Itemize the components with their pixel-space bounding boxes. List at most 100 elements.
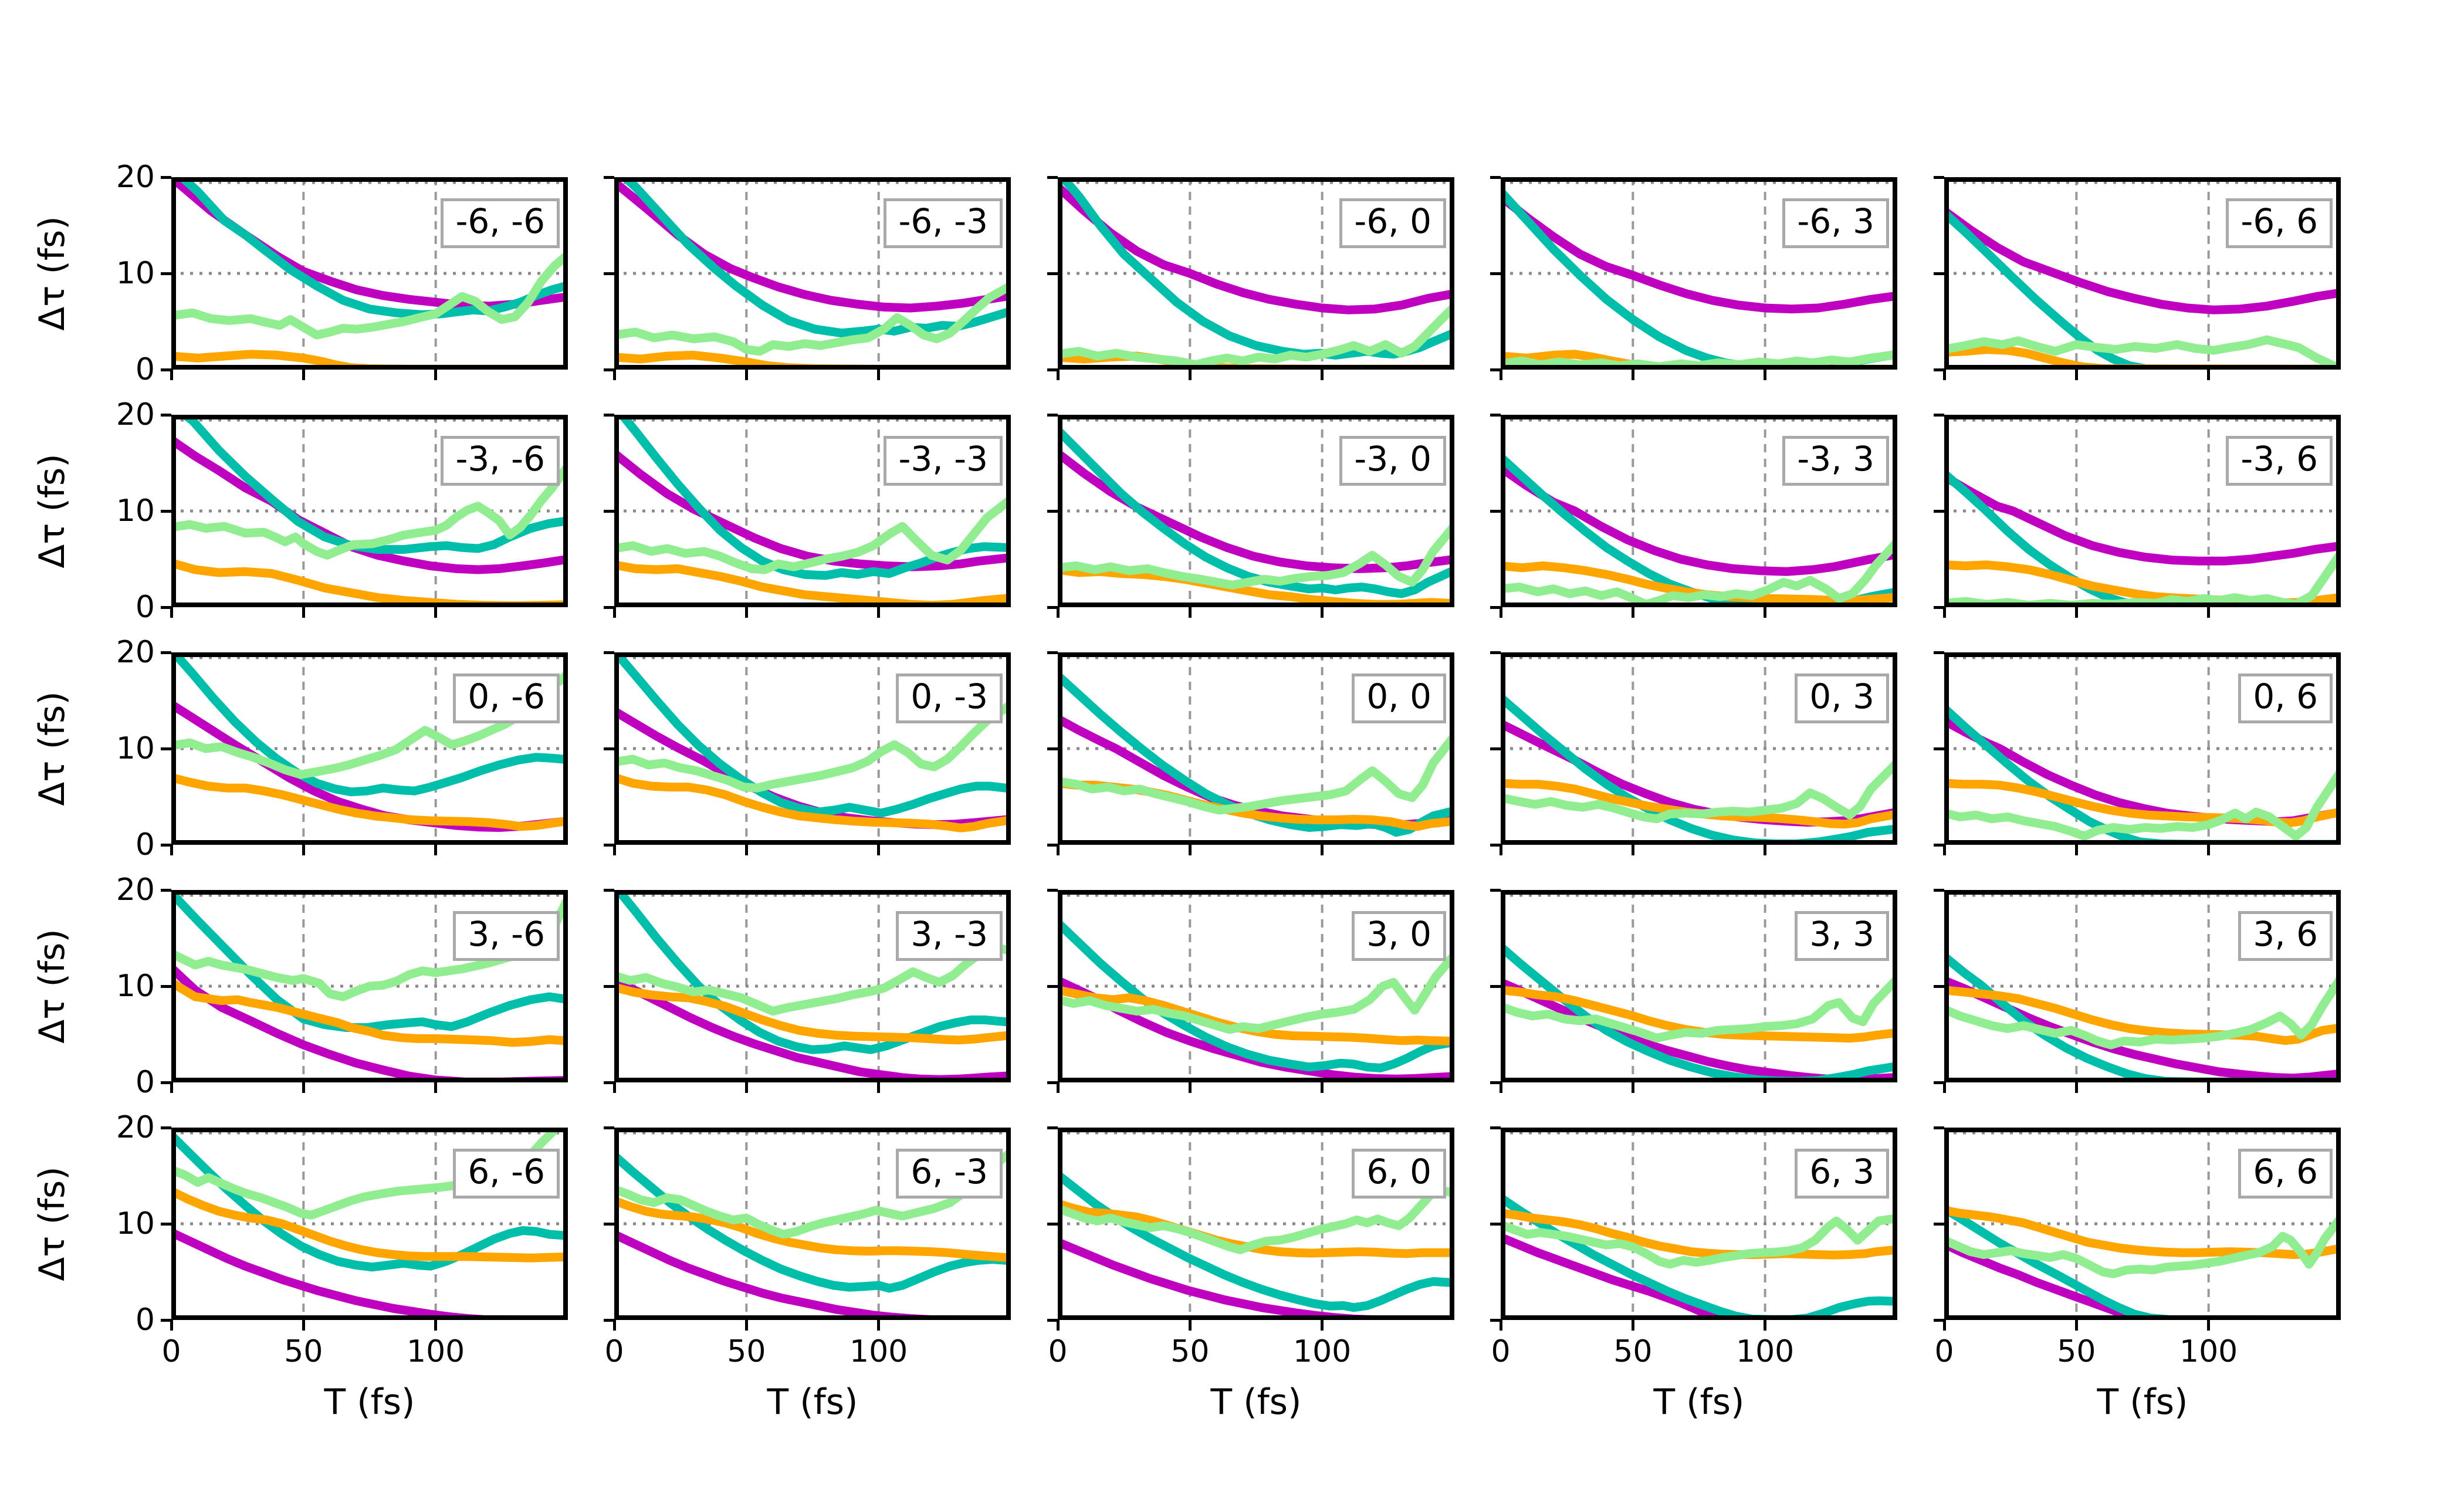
subplot-r2-c1: 0, -3 (604, 651, 1011, 855)
ytick-label: 20 (116, 1110, 155, 1145)
line-orange (614, 773, 1011, 832)
subplot-r2-c3: 0, 3 (1490, 651, 1897, 855)
xtick-label: 50 (284, 1334, 323, 1369)
ytick-mark (1490, 413, 1501, 417)
ytick-mark (604, 984, 614, 988)
line-teal (618, 177, 1011, 338)
xtick-label: 50 (2057, 1334, 2096, 1369)
ytick-mark (1047, 651, 1058, 654)
line-green (1058, 729, 1454, 815)
axes-spines (1944, 415, 2341, 607)
ytick-mark (1047, 272, 1058, 275)
xtick-mark (877, 607, 881, 618)
line-orange (171, 773, 568, 831)
line-green (614, 493, 1011, 574)
xtick-mark (1188, 370, 1192, 380)
subplot-r1-c1: -3, -3 (604, 413, 1011, 618)
x-axis-label: T (fs) (1210, 1382, 1302, 1423)
ytick-mark (1934, 605, 1944, 609)
subplot-r0-c1: -6, -3 (604, 175, 1011, 380)
subplot-chart (171, 415, 568, 607)
line-green (1501, 535, 1897, 607)
subplot-chart (1501, 415, 1897, 607)
ytick-mark (1047, 984, 1058, 988)
line-orange (614, 983, 1011, 1045)
ytick-mark (161, 605, 171, 609)
axes-spines (171, 890, 568, 1082)
line-orange (1944, 779, 2341, 827)
subplot-label: -6, 3 (1782, 198, 1889, 248)
ytick-mark (1047, 1126, 1058, 1129)
subplot-r3-c4: 3, 6 (1934, 888, 2341, 1093)
subplot-label: -6, -6 (441, 198, 560, 248)
ytick-mark (161, 1081, 171, 1084)
subplot-label: 0, -6 (453, 673, 560, 723)
subplot-chart (1944, 415, 2341, 607)
xtick-mark (302, 1082, 305, 1093)
line-teal (614, 890, 1011, 1054)
line-teal (171, 890, 568, 1032)
xtick-mark (1631, 370, 1634, 380)
line-teal (177, 415, 568, 554)
subplot-r3-c2: 3, 0 (1047, 888, 1454, 1093)
xtick-label: 100 (849, 1334, 908, 1369)
ytick-mark (1490, 843, 1501, 847)
xtick-mark (2074, 1082, 2078, 1093)
subplot-label: 6, -3 (896, 1149, 1003, 1199)
subplot-r1-c3: -3, 3 (1490, 413, 1897, 618)
subplot-r4-c3: 6, 3 (1490, 1126, 1897, 1331)
xtick-mark (2074, 845, 2078, 855)
xtick-mark (434, 1082, 438, 1093)
ytick-label: 10 (116, 493, 155, 529)
line-green (1058, 948, 1454, 1034)
xtick-label: 50 (1170, 1334, 1210, 1369)
xtick-mark (1499, 370, 1502, 380)
xtick-mark (1188, 607, 1192, 618)
xtick-mark (612, 1320, 616, 1331)
xtick-mark (1631, 1082, 1634, 1093)
xtick-mark (877, 1082, 881, 1093)
subplot-label: 3, 3 (1795, 911, 1889, 961)
line-magenta (1058, 182, 1454, 314)
ytick-label: 0 (135, 827, 155, 862)
xtick-mark (744, 370, 748, 380)
subplot-label: 6, 0 (1352, 1149, 1446, 1199)
line-green (1501, 1213, 1897, 1269)
xtick-mark (1764, 1082, 1767, 1093)
xtick-mark (302, 1320, 305, 1331)
line-magenta (1501, 192, 1897, 314)
ytick-mark (604, 368, 614, 371)
ytick-label: 0 (135, 1302, 155, 1338)
line-green (1501, 350, 1897, 370)
xtick-mark (1056, 1320, 1060, 1331)
ytick-mark (1047, 509, 1058, 513)
ytick-mark (1490, 888, 1501, 892)
xtick-mark (744, 1320, 748, 1331)
axes-spines (1501, 415, 1897, 607)
ytick-mark (1047, 413, 1058, 417)
ytick-mark (1490, 1126, 1501, 1129)
xtick-mark (434, 370, 438, 380)
ytick-mark (604, 843, 614, 847)
ytick-mark (1490, 175, 1501, 179)
xtick-mark (1188, 1320, 1192, 1331)
axes-spines (171, 1128, 568, 1320)
line-orange (1944, 1206, 2341, 1259)
line-green (1058, 519, 1454, 590)
xtick-mark (1321, 845, 1324, 855)
axes-spines (1944, 177, 2341, 370)
ytick-mark (1047, 1222, 1058, 1226)
subplot-label: 3, 0 (1352, 911, 1446, 961)
x-axis-label: T (fs) (767, 1382, 858, 1423)
ytick-mark (1934, 1126, 1944, 1129)
x-axis-label: T (fs) (1653, 1382, 1745, 1423)
ytick-mark (604, 1081, 614, 1084)
subplot-chart (1501, 1128, 1897, 1320)
line-magenta (171, 1228, 568, 1320)
line-magenta (171, 435, 568, 574)
ytick-mark (1934, 272, 1944, 275)
subplot-chart (1944, 652, 2341, 845)
ytick-mark (1934, 984, 1944, 988)
ytick-mark (1490, 368, 1501, 371)
subplot-r2-c4: 0, 6 (1934, 651, 2341, 855)
